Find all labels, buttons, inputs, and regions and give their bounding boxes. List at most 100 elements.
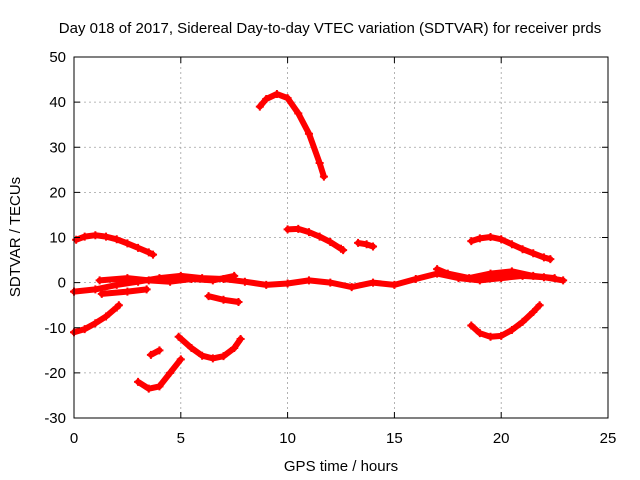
data-point bbox=[315, 159, 324, 168]
x-tick-label: 25 bbox=[600, 430, 617, 447]
data-point bbox=[144, 248, 153, 257]
data-point bbox=[362, 240, 371, 249]
data-point bbox=[91, 285, 100, 294]
chart-title: Day 018 of 2017, Sidereal Day-to-day VTE… bbox=[59, 20, 601, 37]
y-tick-label: 50 bbox=[49, 49, 66, 66]
data-point bbox=[272, 90, 281, 99]
data-point bbox=[112, 280, 121, 289]
data-point bbox=[80, 325, 89, 334]
data-point bbox=[475, 234, 484, 243]
data-point bbox=[219, 295, 228, 304]
y-tick-label: -10 bbox=[44, 320, 66, 337]
data-point bbox=[91, 319, 100, 328]
data-point bbox=[467, 237, 476, 246]
data-point bbox=[294, 109, 303, 118]
y-tick-label: -20 bbox=[44, 365, 66, 382]
data-point bbox=[304, 129, 313, 138]
x-tick-label: 10 bbox=[279, 430, 296, 447]
y-tick-label: -30 bbox=[44, 410, 66, 427]
y-tick-label: 0 bbox=[58, 275, 66, 292]
x-tick-label: 0 bbox=[70, 430, 78, 447]
data-point bbox=[95, 276, 104, 285]
y-tick-label: 20 bbox=[49, 184, 66, 201]
data-point bbox=[315, 232, 324, 241]
data-point bbox=[347, 283, 356, 292]
data-point bbox=[187, 275, 196, 284]
data-point bbox=[465, 274, 474, 283]
data-point bbox=[262, 94, 271, 103]
data-point bbox=[198, 351, 207, 360]
data-point bbox=[262, 280, 271, 289]
series-arc-high-peak bbox=[256, 91, 327, 180]
data-point bbox=[443, 269, 452, 278]
data-point bbox=[475, 329, 484, 338]
data-point bbox=[497, 331, 506, 340]
series-arc-right-upper bbox=[468, 234, 554, 263]
data-point bbox=[529, 249, 538, 258]
data-point bbox=[486, 233, 495, 242]
data-point bbox=[134, 243, 143, 252]
data-point bbox=[91, 231, 100, 240]
grid bbox=[74, 57, 608, 418]
data-point bbox=[144, 384, 153, 393]
data-point bbox=[550, 274, 559, 283]
data-point bbox=[187, 344, 196, 353]
data-point bbox=[144, 276, 153, 285]
data-point bbox=[123, 287, 132, 296]
data-point bbox=[518, 317, 527, 326]
data-point bbox=[354, 238, 363, 247]
data-point bbox=[236, 335, 245, 344]
y-axis-label: SDTVAR / TECUs bbox=[7, 177, 24, 297]
data-point bbox=[123, 274, 132, 283]
data-point bbox=[339, 246, 348, 255]
data-point bbox=[467, 321, 476, 330]
data-point bbox=[507, 326, 516, 335]
data-point bbox=[219, 352, 228, 361]
data-point bbox=[166, 368, 175, 377]
data-point bbox=[369, 278, 378, 287]
data-point bbox=[529, 271, 538, 280]
data-point bbox=[507, 267, 516, 276]
data-point bbox=[518, 245, 527, 254]
series-arc-right-lower bbox=[468, 302, 543, 340]
data-point bbox=[319, 172, 328, 181]
data-point bbox=[294, 224, 303, 233]
data-point bbox=[486, 269, 495, 278]
data-point bbox=[326, 238, 335, 247]
data-point bbox=[535, 301, 544, 310]
data-point bbox=[283, 279, 292, 288]
data-point bbox=[369, 242, 378, 251]
data-point bbox=[433, 265, 442, 274]
series-arc-left-upper bbox=[73, 232, 156, 258]
data-point bbox=[529, 307, 538, 316]
axis-ticks: 0 5 10 15 20 25 -30 -20 -10 0 10 20 30 40 50 bbox=[44, 49, 616, 447]
data-point bbox=[97, 289, 106, 298]
data-point bbox=[240, 277, 249, 286]
data-point bbox=[497, 235, 506, 244]
data-point bbox=[255, 102, 264, 111]
x-tick-label: 15 bbox=[386, 430, 403, 447]
data-point bbox=[80, 232, 89, 241]
data-point bbox=[230, 344, 239, 353]
data-point bbox=[304, 276, 313, 285]
x-axis-label: GPS time / hours bbox=[284, 458, 398, 475]
y-tick-label: 30 bbox=[49, 139, 66, 156]
data-point bbox=[208, 354, 217, 363]
data-point bbox=[326, 278, 335, 287]
data-point bbox=[208, 276, 217, 285]
data-point bbox=[134, 377, 143, 386]
data-point bbox=[486, 332, 495, 341]
y-tick-label: 40 bbox=[49, 94, 66, 111]
data-point bbox=[204, 292, 213, 301]
data-point bbox=[283, 94, 292, 103]
data-point bbox=[559, 276, 568, 285]
data-point bbox=[230, 271, 239, 280]
data-point bbox=[411, 275, 420, 284]
data-point bbox=[546, 255, 555, 264]
data-point bbox=[146, 350, 155, 359]
data-series bbox=[70, 90, 568, 393]
data-point bbox=[304, 228, 313, 237]
x-tick-label: 5 bbox=[177, 430, 185, 447]
data-point bbox=[176, 355, 185, 364]
data-point bbox=[149, 250, 158, 259]
